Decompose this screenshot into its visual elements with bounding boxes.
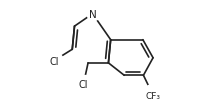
Text: Cl: Cl <box>50 56 59 66</box>
Text: N: N <box>88 10 96 19</box>
Text: Cl: Cl <box>78 79 88 89</box>
Text: CF₃: CF₃ <box>145 91 160 100</box>
